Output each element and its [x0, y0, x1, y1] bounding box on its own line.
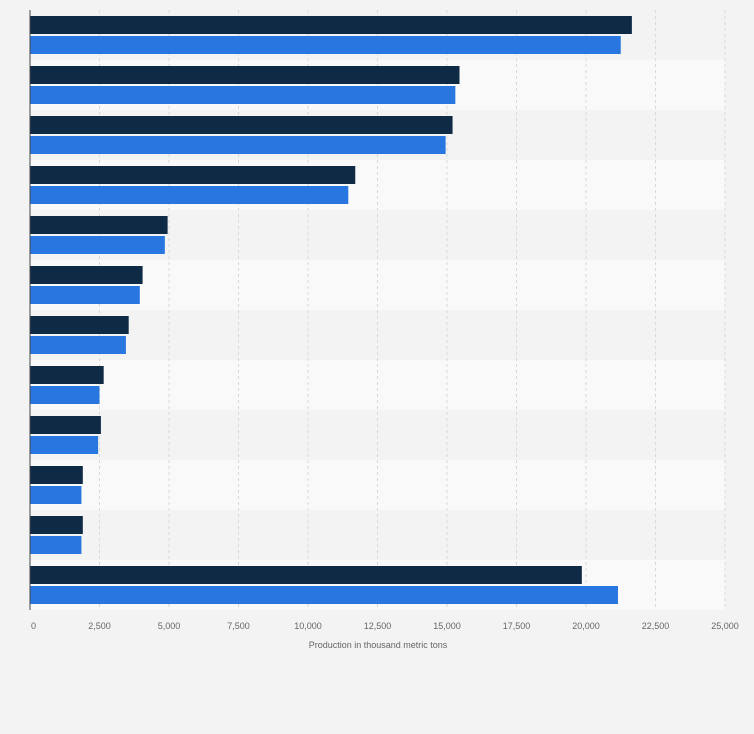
bar-s2-row-7	[30, 336, 126, 354]
bar-s1-row-7	[30, 316, 129, 334]
gridlines	[99, 10, 726, 610]
bar-s2-row-10	[30, 486, 82, 504]
bar-s2-row-4	[30, 186, 349, 204]
bar-s1-row-1	[30, 16, 632, 34]
bar-s2-row-6	[30, 286, 140, 304]
bar-s1-row-8	[30, 366, 104, 384]
x-tick-label: 0	[31, 621, 36, 631]
bar-s1-row-3	[30, 116, 453, 134]
x-tick-label: 12,500	[364, 621, 392, 631]
x-tick-label: 25,000	[711, 621, 739, 631]
bar-s1-row-9	[30, 416, 101, 434]
bar-s2-row-11	[30, 536, 82, 554]
x-tick-label: 5,000	[158, 621, 181, 631]
row-band-9	[30, 410, 725, 460]
bar-s2-row-5	[30, 236, 165, 254]
bar-s2-row-8	[30, 386, 100, 404]
bar-s2-row-9	[30, 436, 99, 454]
bar-s1-row-4	[30, 166, 356, 184]
x-tick-label: 20,000	[572, 621, 600, 631]
x-tick-label: 17,500	[503, 621, 531, 631]
bar-s2-row-3	[30, 136, 446, 154]
x-tick-label: 22,500	[642, 621, 670, 631]
bar-s2-row-2	[30, 86, 456, 104]
x-tick-label: 7,500	[227, 621, 250, 631]
bar-s1-row-11	[30, 516, 83, 534]
bar-s1-row-12	[30, 566, 582, 584]
bar-s1-row-5	[30, 216, 168, 234]
x-tick-label: 10,000	[294, 621, 322, 631]
bar-s2-row-1	[30, 36, 621, 54]
bars	[30, 16, 632, 604]
bar-s2-row-12	[30, 586, 618, 604]
x-tick-label: 2,500	[88, 621, 111, 631]
bar-s1-row-2	[30, 66, 460, 84]
bar-s1-row-6	[30, 266, 143, 284]
x-axis-title: Production in thousand metric tons	[309, 640, 448, 650]
bar-s1-row-10	[30, 466, 83, 484]
x-tick-label: 15,000	[433, 621, 461, 631]
x-tick-labels: 0 2,500 5,000 7,500 10,000 12,500 15,000 17,500…	[31, 621, 739, 631]
